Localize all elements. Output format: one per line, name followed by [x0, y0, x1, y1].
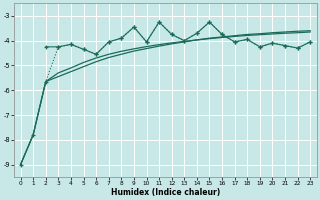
X-axis label: Humidex (Indice chaleur): Humidex (Indice chaleur): [111, 188, 220, 197]
